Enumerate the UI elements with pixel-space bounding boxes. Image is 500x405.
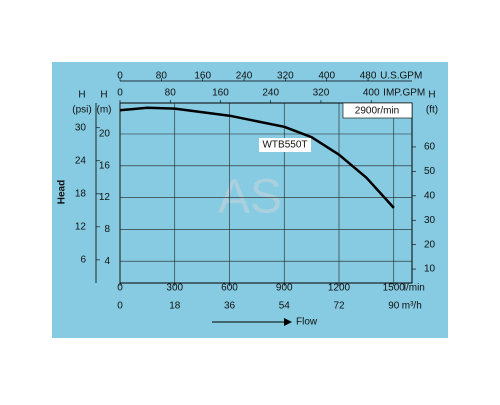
y-axis-unit: (psi): [72, 105, 91, 116]
x-tick-label: 600: [221, 283, 238, 294]
x-unit: IMP.GPM: [383, 88, 425, 99]
y-tick-label: 16: [99, 160, 111, 171]
x-tick-label: 160: [194, 71, 211, 82]
y-tick-label: 4: [104, 256, 110, 267]
y-tick-label: 12: [75, 221, 87, 232]
y-tick-label: 24: [75, 155, 87, 166]
x-tick-label: 80: [156, 71, 168, 82]
y-axis-name: H: [428, 90, 435, 101]
x-tick-label: 400: [363, 88, 380, 99]
y-tick-label: 8: [104, 224, 110, 235]
x-tick-label: 1200: [328, 283, 351, 294]
x-tick-label: 240: [236, 71, 253, 82]
x-tick-label: 480: [360, 71, 377, 82]
x-tick-label: 900: [276, 283, 293, 294]
x-tick-label: 36: [224, 301, 236, 312]
x-tick-label: 240: [262, 88, 279, 99]
y-axis-name: H: [78, 90, 85, 101]
x-tick-label: 320: [277, 71, 294, 82]
x-unit: l/min: [404, 283, 425, 294]
y-title: Head: [57, 180, 68, 204]
x-tick-label: 72: [333, 301, 345, 312]
y-tick-label: 20: [424, 239, 436, 250]
y-tick-label: 20: [99, 129, 111, 140]
y-axis-name: H: [100, 90, 107, 101]
x-tick-label: 160: [212, 88, 229, 99]
x-tick-label: 320: [313, 88, 330, 99]
speed-box: [342, 102, 413, 119]
watermark: AS: [218, 171, 282, 224]
x-tick-label: 90: [388, 301, 400, 312]
y-tick-label: 10: [424, 264, 436, 275]
speed-label: 2900r/min: [355, 106, 399, 117]
y-axis-unit: (ft): [426, 105, 438, 116]
x-tick-label: 0: [117, 283, 123, 294]
series-label: WTB550T: [262, 140, 307, 151]
x-tick-label: 80: [165, 88, 177, 99]
x-tick-label: 18: [169, 301, 181, 312]
x-tick-label: 54: [279, 301, 291, 312]
y-axis-unit: (m): [97, 105, 112, 116]
series-label-box: [259, 138, 311, 152]
x-unit: U.S.GPM: [380, 71, 422, 82]
x-tick-label: 300: [166, 283, 183, 294]
x-tick-label: 0: [117, 71, 123, 82]
y-tick-label: 18: [75, 188, 87, 199]
y-tick-label: 30: [75, 122, 87, 133]
x-tick-label: 0: [117, 301, 123, 312]
x-tick-label: 0: [117, 88, 123, 99]
y-tick-label: 30: [424, 215, 436, 226]
flow-arrow-head: [284, 318, 292, 326]
curve: [119, 106, 395, 209]
x-tick-label: 1500: [383, 283, 406, 294]
x-title: Flow: [296, 317, 318, 328]
y-tick-label: 6: [80, 255, 86, 266]
y-tick-label: 60: [424, 142, 436, 153]
x-tick-label: 400: [318, 71, 335, 82]
y-tick-label: 50: [424, 166, 436, 177]
y-tick-label: 40: [424, 190, 436, 201]
x-unit: m³/h: [402, 301, 422, 312]
y-tick-label: 12: [99, 192, 111, 203]
